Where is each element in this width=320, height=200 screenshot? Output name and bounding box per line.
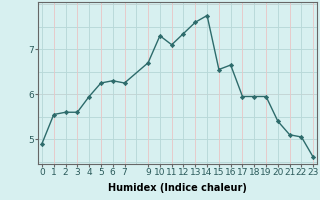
X-axis label: Humidex (Indice chaleur): Humidex (Indice chaleur) xyxy=(108,183,247,193)
